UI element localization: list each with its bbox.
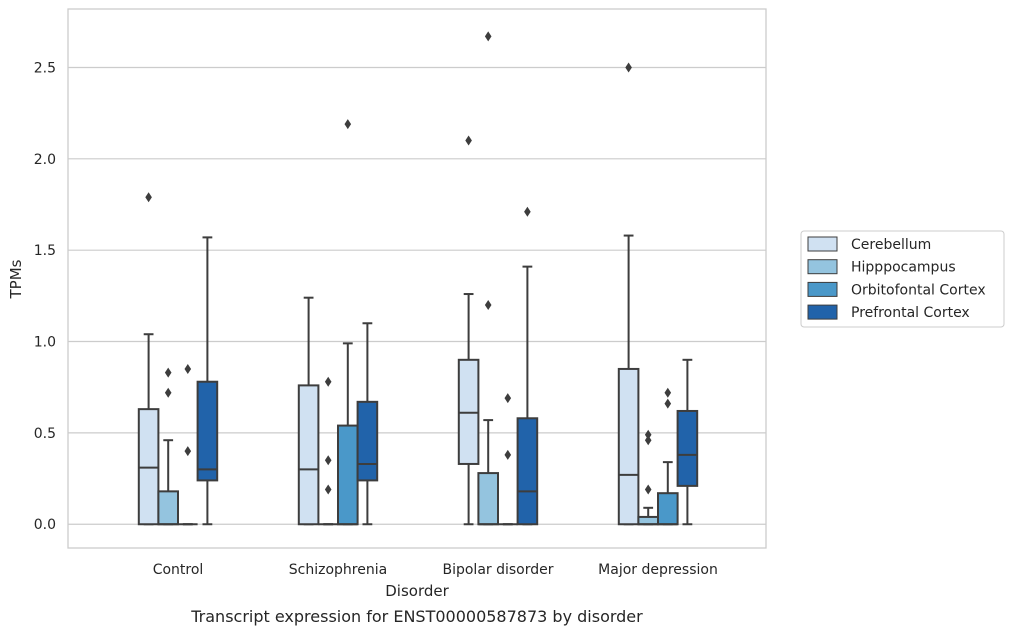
boxes [137, 31, 699, 526]
x-tick-label: Schizophrenia [289, 562, 387, 578]
box-group [676, 358, 699, 526]
box-group [356, 322, 379, 526]
box [157, 490, 179, 526]
box [297, 384, 320, 526]
legend-swatch [807, 259, 838, 275]
outlier-point [344, 119, 352, 130]
legend-label: Cerebellum [851, 237, 931, 253]
outlier-point [465, 135, 472, 146]
outlier-point [484, 31, 492, 42]
y-tick-label: 1.0 [34, 335, 56, 351]
outlier-point [145, 192, 152, 203]
box-group [137, 192, 160, 526]
legend-frame [800, 230, 1005, 328]
box-group [498, 393, 518, 526]
box-group [657, 387, 679, 526]
y-tick-label: 0.5 [34, 426, 56, 442]
outlier-point [324, 484, 332, 495]
box [516, 417, 539, 526]
box-group [637, 429, 660, 526]
plot-frame [67, 8, 767, 549]
y-tick-labels: 0.0 0.5 1.0 1.5 2.0 2.5 [34, 60, 56, 533]
x-tick-labels: Control Schizophrenia Bipolar disorder Majo… [153, 562, 718, 578]
outlier-point [184, 363, 192, 374]
outlier-point [324, 455, 332, 466]
box-group [477, 31, 499, 526]
legend-swatch [807, 281, 838, 297]
box-group [196, 236, 219, 526]
x-tick-label: Control [153, 562, 204, 578]
outlier-point [644, 484, 652, 495]
box [657, 492, 679, 526]
box [337, 424, 359, 526]
outlier-point [184, 446, 192, 457]
box [477, 472, 499, 526]
box-group [516, 206, 539, 526]
outlier-point [644, 435, 652, 446]
box-group [297, 296, 320, 526]
box-group [617, 62, 640, 526]
chart-caption: Transcript expression for ENST0000058787… [190, 607, 643, 626]
outlier-point [644, 429, 652, 440]
grid [68, 66, 766, 525]
x-axis-label: Disorder [385, 582, 449, 600]
outlier-point [504, 393, 512, 404]
outlier-point [664, 387, 672, 398]
box [637, 515, 660, 526]
outlier-point [664, 398, 672, 409]
outlier-point [324, 376, 332, 387]
box-group [318, 376, 338, 526]
outlier-point [524, 206, 531, 217]
y-tick-label: 2.0 [34, 152, 56, 168]
outlier-point [164, 387, 172, 398]
box [196, 380, 219, 482]
legend-swatch [807, 304, 838, 320]
outlier-point [625, 62, 632, 73]
y-tick-label: 0.0 [34, 517, 56, 533]
outlier-point [504, 449, 512, 460]
box-group [157, 367, 179, 526]
x-tick-label: Bipolar disorder [442, 562, 553, 578]
legend-label: Hipppocampus [851, 260, 956, 276]
box-group [337, 119, 359, 526]
legend-label: Orbitofontal Cortex [851, 282, 986, 298]
box [356, 400, 379, 482]
outlier-point [164, 367, 172, 378]
box [617, 367, 640, 526]
y-tick-label: 1.5 [34, 243, 56, 259]
box-group [178, 363, 198, 526]
legend-swatch [807, 236, 838, 252]
outlier-point [484, 299, 492, 310]
legend: Cerebellum Hipppocampus Orbitofontal Corte… [800, 230, 1005, 328]
box [676, 409, 699, 487]
x-tick-label: Major depression [598, 562, 718, 578]
box-group [457, 135, 480, 526]
y-tick-label: 2.5 [34, 60, 56, 76]
legend-label: Prefrontal Cortex [851, 305, 970, 321]
y-axis-label: TPMs [7, 259, 25, 299]
